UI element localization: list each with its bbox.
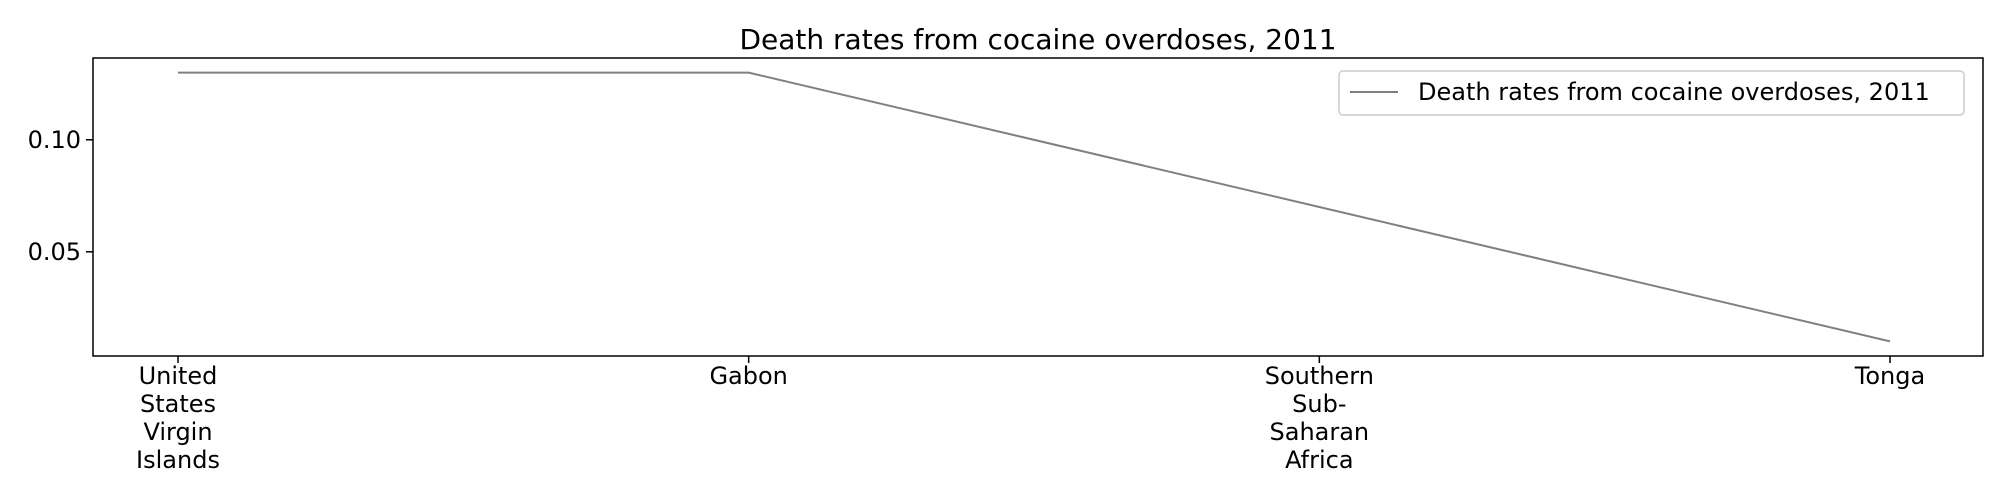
x-tick-label: United States Virgin Islands <box>136 362 220 474</box>
x-tick-label: Tonga <box>1854 362 1925 390</box>
x-tick-label: Gabon <box>709 362 787 390</box>
x-tick-label-line: United <box>139 362 218 390</box>
x-tick-label: Southern Sub-Saharan Africa <box>1265 362 1374 474</box>
x-tick-label-line: Islands <box>136 446 220 474</box>
y-axis: 0.05 0.10 <box>28 126 93 266</box>
plot-area-frame <box>92 57 1984 357</box>
x-tick-label-line: States <box>140 390 216 418</box>
x-tick-label-line: Gabon <box>709 362 787 390</box>
legend: Death rates from cocaine overdoses, 2011 <box>1338 70 1965 116</box>
x-tick-label-line: Tonga <box>1854 362 1925 390</box>
x-tick-label-line: Virgin <box>143 418 212 446</box>
x-tick-label-line: Southern <box>1265 362 1374 390</box>
legend-label: Death rates from cocaine overdoses, 2011 <box>1418 78 1930 106</box>
legend-box <box>1338 70 1965 116</box>
y-tick-label: 0.05 <box>28 238 81 266</box>
x-tick-label-line: Africa <box>1285 446 1353 474</box>
series-line <box>178 71 1891 343</box>
y-tick-label: 0.10 <box>28 126 81 154</box>
chart-title: Death rates from cocaine overdoses, 2011 <box>739 23 1336 56</box>
series-layer <box>178 71 1891 343</box>
x-tick-label-line: Sub- <box>1292 390 1346 418</box>
x-axis: United States Virgin Islands Gabon Southern Su… <box>136 356 1925 474</box>
x-tick-label-line: Saharan <box>1270 418 1370 446</box>
